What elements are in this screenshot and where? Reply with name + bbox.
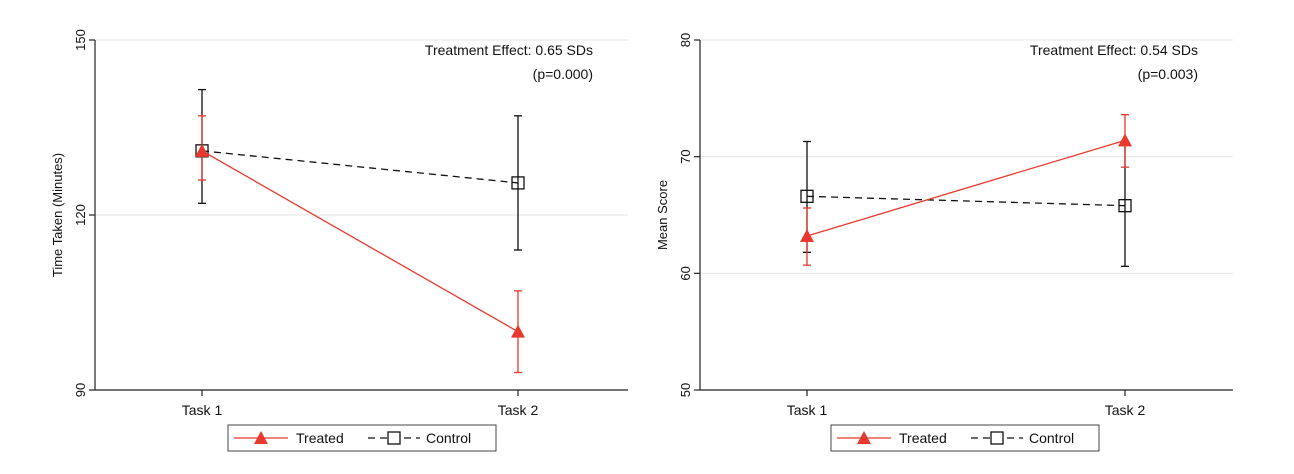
x-tick-label: Task 1 [787,402,828,418]
y-tick-label: 50 [678,383,693,397]
legend-swatch-control-marker [387,431,401,445]
data-point-treated [511,324,525,338]
series-line-treated [201,150,519,333]
chart-panel-1: 90 120 150 Task 1 Task 2 Time Taken (Minutes)… [50,29,628,452]
series-treated [195,115,525,374]
x-tick-label: Task 2 [498,402,539,418]
data-point-treated [1118,133,1132,147]
treatment-effect-label: Treatment Effect: 0.65 SDs [425,42,593,58]
y-tick-label: 90 [73,383,88,397]
legend-label-control: Control [426,430,471,446]
treatment-effect-label: Treatment Effect: 0.54 SDs [1030,42,1198,58]
series-line-treated [806,139,1126,237]
y-tick-label: 60 [678,266,693,280]
legend: Treated Control [227,424,497,452]
data-point-treated [800,229,814,242]
series-line-control [201,150,519,184]
chart-panel-2: 50 60 70 80 Task 1 Task 2 Mean Score Treatment … [655,33,1233,452]
y-tick-label: 70 [678,149,693,163]
p-value-label: (p=0.000) [533,66,593,82]
y-tick-label: 120 [73,204,88,226]
data-point-treated [195,143,209,157]
series-control [800,140,1132,267]
series-treated [800,114,1132,266]
p-value-label: (p=0.003) [1138,66,1198,82]
y-axis-title: Mean Score [655,180,670,250]
x-tick-label: Task 2 [1105,402,1146,418]
legend-label-treated: Treated [296,430,344,446]
data-point-control [800,189,814,203]
y-axis-title: Time Taken (Minutes) [50,153,65,277]
legend-label-control: Control [1029,430,1074,446]
legend: Treated Control [830,424,1100,452]
legend-label-treated: Treated [899,430,947,446]
legend-swatch-control-marker [990,431,1004,445]
y-tick-label: 150 [73,29,88,51]
legend-swatch-treated-marker [857,431,871,444]
data-point-control [511,176,525,190]
y-tick-label: 80 [678,33,693,47]
series-line-control [806,195,1126,207]
legend-swatch-treated-marker [254,431,268,444]
data-point-control [1118,199,1132,213]
series-control [195,88,525,251]
x-tick-label: Task 1 [182,402,223,418]
